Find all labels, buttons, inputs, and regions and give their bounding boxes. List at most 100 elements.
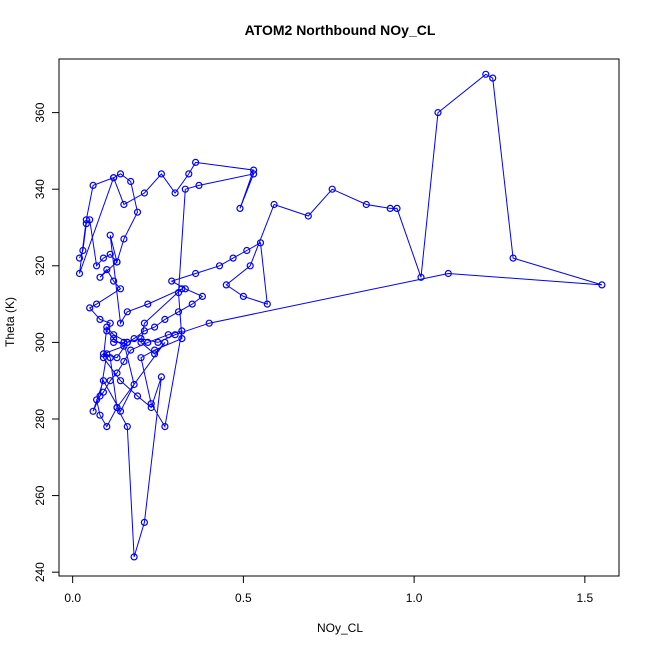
series-line: [79, 73, 603, 558]
y-axis: 240 260 280 300 320 340 360: [33, 102, 60, 582]
data-point: [140, 189, 148, 197]
data-point: [417, 273, 425, 281]
x-tick-label: 1.0: [406, 591, 423, 605]
data-point: [157, 170, 165, 178]
y-tick-label: 320: [33, 255, 47, 275]
data-point: [229, 254, 237, 262]
data-point: [181, 185, 189, 193]
data-point: [140, 327, 148, 335]
data-point: [137, 335, 145, 343]
data-point: [75, 254, 84, 262]
data-point: [92, 262, 101, 270]
data-point: [157, 373, 165, 381]
data-point: [140, 319, 148, 327]
data-point: [444, 269, 452, 278]
data-point: [120, 338, 128, 346]
chart-title: ATOM2 Northbound NOy_CL: [245, 22, 436, 38]
data-point: [127, 177, 135, 186]
data-point: [386, 204, 394, 212]
data-point: [489, 74, 497, 82]
data-point: [99, 377, 108, 385]
data-point: [198, 292, 206, 300]
data-point: [236, 204, 244, 212]
data-point: [178, 285, 186, 293]
data-point: [120, 235, 128, 243]
data-point: [246, 262, 254, 270]
data-point: [178, 327, 186, 335]
data-point: [109, 331, 118, 339]
data-point: [86, 304, 94, 312]
x-axis: 0.0 0.5 1.0 1.5: [64, 575, 594, 605]
data-point: [482, 70, 490, 78]
data-point: [192, 269, 200, 278]
data-point: [109, 335, 118, 343]
data-point: [113, 369, 121, 377]
data-point: [243, 246, 251, 255]
data-point: [79, 246, 87, 255]
data-point: [120, 200, 128, 209]
data-point: [509, 254, 517, 262]
data-point: [598, 281, 606, 289]
data-point: [127, 346, 135, 354]
data-point: [215, 262, 224, 270]
data-point: [123, 423, 131, 431]
data-point: [181, 285, 189, 293]
data-point: [205, 319, 213, 327]
data-point: [147, 403, 155, 412]
data-point: [116, 319, 125, 327]
data-point: [75, 269, 84, 278]
data-point: [328, 185, 336, 193]
data-point: [109, 174, 118, 182]
y-tick-label: 340: [33, 179, 47, 199]
data-point: [103, 350, 111, 358]
data-point: [133, 208, 142, 216]
data-point: [263, 300, 271, 308]
y-tick-label: 300: [33, 332, 47, 352]
data-point: [106, 231, 114, 239]
data-point: [362, 200, 370, 209]
data-point: [151, 350, 159, 358]
data-point: [185, 170, 193, 178]
data-point: [144, 300, 152, 308]
data-point: [109, 338, 118, 346]
data-point: [106, 250, 114, 258]
data-point: [130, 335, 138, 343]
x-tick-label: 0.5: [235, 591, 252, 605]
x-axis-label: NOy_CL: [317, 621, 363, 635]
data-point: [82, 216, 90, 224]
data-point: [239, 292, 247, 300]
data-point: [222, 281, 230, 289]
data-point: [192, 158, 200, 166]
data-point: [144, 338, 152, 346]
data-point: [154, 338, 162, 346]
data-point: [161, 423, 169, 431]
data-point: [103, 423, 111, 431]
data-point: [99, 350, 108, 358]
data-point: [116, 170, 125, 178]
data-point: [151, 346, 159, 354]
y-tick-label: 280: [33, 409, 47, 429]
data-point: [116, 377, 125, 385]
data-point: [96, 315, 104, 323]
data-point: [147, 400, 155, 408]
data-point: [434, 108, 442, 117]
data-point: [116, 407, 125, 415]
data-point: [133, 392, 142, 400]
series-layer: [75, 70, 606, 561]
data-point: [113, 354, 121, 362]
data-point: [103, 323, 111, 331]
data-point: [161, 315, 169, 323]
data-point: [99, 254, 108, 262]
data-point: [89, 181, 97, 189]
data-point: [123, 308, 131, 316]
data-point: [89, 407, 97, 415]
data-point: [161, 338, 169, 346]
data-point: [250, 170, 258, 178]
y-tick-label: 240: [33, 562, 47, 582]
data-point: [168, 277, 176, 285]
data-point: [188, 300, 196, 308]
y-tick-label: 360: [33, 102, 47, 122]
data-point: [393, 204, 401, 212]
data-point: [120, 357, 128, 366]
